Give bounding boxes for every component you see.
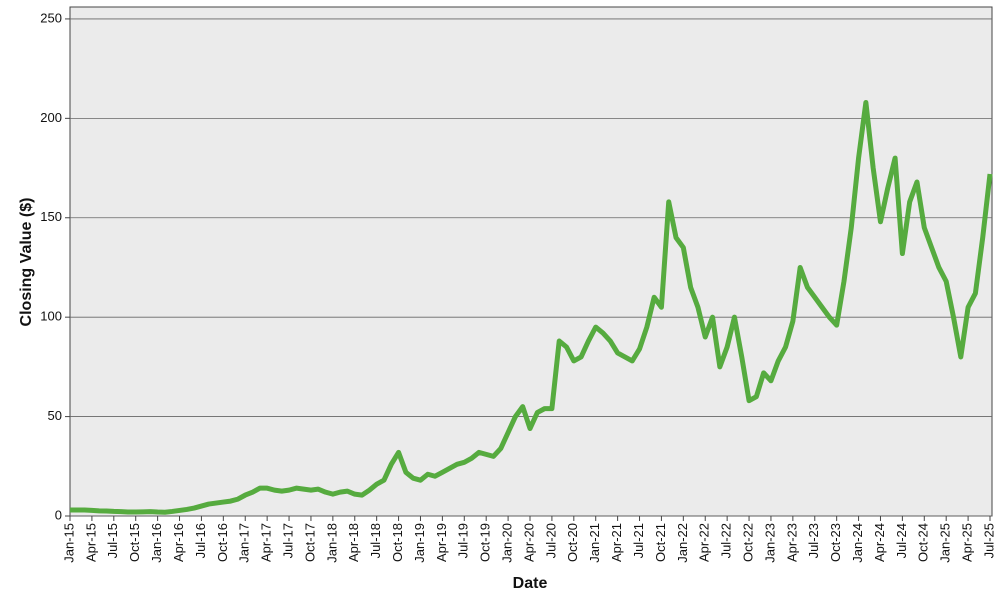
x-tick-label: Apr-20 [521, 523, 536, 562]
x-tick-label: Apr-18 [346, 523, 361, 562]
x-tick-label: Jul-16 [193, 523, 208, 558]
x-tick-label: Apr-24 [872, 523, 887, 562]
x-tick-label: Jul-21 [631, 523, 646, 558]
x-tick-label: Jan-19 [412, 523, 427, 563]
x-tick-label: Jan-17 [237, 523, 252, 563]
x-tick-label: Jan-24 [850, 523, 865, 563]
y-tick-label: 200 [40, 110, 62, 125]
x-tick-label: Oct-20 [565, 523, 580, 562]
x-tick-label: Apr-15 [83, 523, 98, 562]
x-tick-label: Apr-23 [784, 523, 799, 562]
x-tick-label: Jan-18 [324, 523, 339, 563]
x-tick-label: Jan-21 [587, 523, 602, 563]
x-tick-label: Oct-15 [127, 523, 142, 562]
x-tick-label: Jan-15 [61, 523, 76, 563]
x-tick-label: Apr-22 [697, 523, 712, 562]
x-tick-label: Jul-17 [280, 523, 295, 558]
x-axis-title: Date [513, 575, 548, 592]
x-tick-label: Jan-22 [675, 523, 690, 563]
y-tick-label: 0 [55, 507, 62, 522]
x-tick-label: Jul-23 [806, 523, 821, 558]
x-tick-label: Jan-23 [762, 523, 777, 563]
x-tick-label: Oct-19 [478, 523, 493, 562]
x-tick-label: Apr-16 [171, 523, 186, 562]
x-tick-label: Oct-21 [653, 523, 668, 562]
x-tick-label: Apr-25 [960, 523, 975, 562]
y-tick-label: 100 [40, 309, 62, 324]
line-series [70, 99, 993, 515]
x-tick-label: Oct-18 [390, 523, 405, 562]
x-tick-label: Oct-23 [828, 523, 843, 562]
y-tick-label: 50 [48, 408, 62, 423]
x-tick-label: Jul-24 [894, 523, 909, 558]
y-tick-label: 150 [40, 209, 62, 224]
x-tick-label: Jul-20 [543, 523, 558, 558]
x-tick-label: Apr-19 [434, 523, 449, 562]
x-tick-label: Apr-21 [609, 523, 624, 562]
x-tick-label: Jan-20 [500, 523, 515, 563]
x-tick-label: Apr-17 [259, 523, 274, 562]
x-tick-label: Oct-22 [740, 523, 755, 562]
x-tick-label: Jul-22 [719, 523, 734, 558]
x-tick-label: Jan-16 [149, 523, 164, 563]
x-tick-label: Oct-24 [916, 523, 931, 562]
y-axis-title: Closing Value ($) [18, 198, 35, 327]
x-tick-label: Jul-19 [456, 523, 471, 558]
x-tick-label: Oct-16 [215, 523, 230, 562]
y-tick-label: 250 [40, 10, 62, 25]
x-tick-label: Jan-25 [938, 523, 953, 563]
x-tick-label: Jul-25 [981, 523, 996, 558]
plot-area [69, 6, 993, 517]
x-tick-label: Oct-17 [302, 523, 317, 562]
x-tick-label: Jul-18 [368, 523, 383, 558]
x-tick-label: Jul-15 [105, 523, 120, 558]
